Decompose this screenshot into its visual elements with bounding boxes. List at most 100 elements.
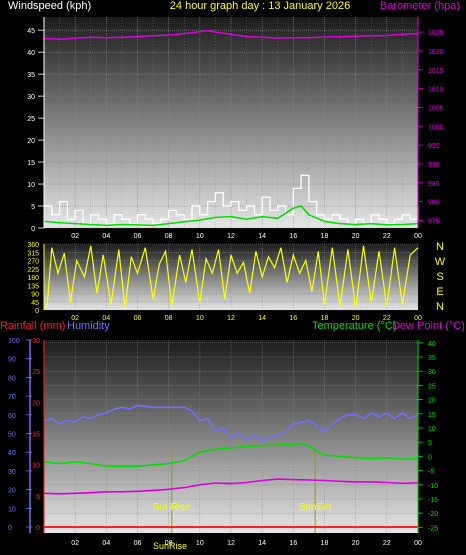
hour-tick-label: 20 (352, 233, 360, 240)
windspeed-tick-label: 25 (27, 116, 35, 123)
rainfall-tick-label: 30 (32, 338, 40, 345)
hour-tick-label: 14 (258, 540, 266, 547)
compass-label: N (436, 301, 444, 313)
humidity-tick-label: 40 (8, 450, 16, 457)
series-temperature (43, 442, 419, 468)
temp-panel-series (43, 404, 419, 528)
hour-tick-label: 06 (134, 540, 142, 547)
hour-tick-label: 12 (227, 540, 235, 547)
direction-tick-label: 90 (31, 292, 39, 299)
humidity-tick-label: 100 (8, 338, 20, 345)
hour-tick-label: 04 (102, 315, 110, 322)
hour-tick-label: 02 (71, 540, 79, 547)
humidity-tick-label: 50 (8, 432, 16, 439)
hour-tick-label: 00 (414, 233, 422, 240)
barometer-tick-label: 990 (428, 162, 440, 169)
series-wind-direction (46, 245, 419, 309)
barometer-tick-label: 1025 (428, 30, 444, 37)
hour-tick-label: 04 (102, 540, 110, 547)
wind-panel-axes: 0510152025303540459759809859909951000100… (27, 17, 444, 240)
barometer-tick-label: 1015 (428, 68, 444, 75)
hour-tick-label: 22 (383, 315, 391, 322)
series-dew-point (43, 478, 419, 495)
humidity-tick-label: 10 (8, 506, 16, 513)
hour-tick-label: 14 (258, 315, 266, 322)
bottom-sunrise-label: SunRise (153, 541, 187, 551)
direction-tick-label: 0 (35, 308, 39, 315)
humidity-tick-label: 20 (8, 488, 16, 495)
hour-tick-label: 04 (102, 233, 110, 240)
compass-label: N (436, 241, 444, 253)
series-wind-avg (43, 205, 419, 227)
wind-panel-series (43, 29, 419, 227)
humidity-tick-label: 30 (8, 469, 16, 476)
rainfall-tick-label: 15 (32, 432, 40, 439)
humidity-tick-label: 60 (8, 413, 16, 420)
series-wind-speed (44, 174, 419, 225)
temperature-tick-label: 5 (428, 440, 432, 447)
hour-tick-label: 20 (352, 315, 360, 322)
sun-markers (171, 450, 316, 533)
barometer-tick-label: 1020 (428, 49, 444, 56)
temperature-tick-label: 35 (428, 355, 436, 362)
temperature-tick-label: -15 (428, 497, 438, 504)
rainfall-tick-label: 10 (32, 463, 40, 470)
direction-tick-label: 225 (27, 267, 39, 274)
hour-tick-label: 20 (352, 540, 360, 547)
barometer-tick-label: 975 (428, 218, 440, 225)
temp-panel-axes: -25 -20 -15 -10 -5 0 5 10 15 20 25 30 35 40 0 10 20 30 40 5… (8, 338, 438, 547)
barometer-title: Barometer (hpa) (380, 0, 460, 12)
rainfall-tick-label: 25 (32, 369, 40, 376)
windspeed-tick-label: 5 (31, 204, 35, 211)
hour-tick-label: 22 (383, 233, 391, 240)
compass-label: W (435, 256, 446, 268)
direction-tick-label: 45 (31, 300, 39, 307)
temperature-tick-label: 0 (428, 454, 432, 461)
direction-tick-label: 270 (27, 259, 39, 266)
temperature-tick-label: -20 (428, 511, 438, 518)
windspeed-title: Windspeed (kph) (8, 0, 91, 12)
hour-tick-label: 10 (196, 540, 204, 547)
hour-tick-label: 22 (383, 540, 391, 547)
windspeed-tick-label: 20 (27, 138, 35, 145)
temperature-tick-label: 40 (428, 341, 436, 348)
hour-tick-label: 18 (321, 233, 329, 240)
direction-tick-label: 360 (27, 242, 39, 249)
rainfall-tick-label: 5 (36, 494, 40, 501)
barometer-tick-label: 1000 (428, 124, 444, 131)
hour-tick-label: 08 (165, 540, 173, 547)
hour-tick-label: 06 (134, 233, 142, 240)
barometer-tick-label: 995 (428, 143, 440, 150)
humidity-tick-label: 80 (8, 375, 16, 382)
hour-tick-label: 16 (289, 233, 297, 240)
hour-tick-label: 10 (196, 315, 204, 322)
windspeed-tick-label: 30 (27, 94, 35, 101)
wind-panel-background (44, 17, 418, 228)
barometer-tick-label: 985 (428, 181, 440, 188)
series-humidity (43, 404, 419, 443)
temperature-tick-label: 20 (428, 398, 436, 405)
hour-tick-label: 10 (196, 233, 204, 240)
direction-tick-label: 135 (27, 283, 39, 290)
windspeed-tick-label: 0 (31, 226, 35, 233)
temperature-tick-label: -5 (428, 469, 434, 476)
barometer-tick-label: 1010 (428, 87, 444, 94)
rainfall-tick-label: 0 (36, 525, 40, 532)
windspeed-tick-label: 10 (27, 182, 35, 189)
graph-day-title: 24 hour graph day : 13 January 2026 (170, 0, 350, 12)
rainfall-title: Rainfall (mm) (0, 320, 65, 332)
hour-tick-label: 00 (414, 315, 422, 322)
humidity-title: Humidity (67, 320, 110, 332)
temperature-tick-label: 10 (428, 426, 436, 433)
compass-label: E (436, 286, 443, 298)
hour-tick-label: 16 (289, 315, 297, 322)
humidity-tick-label: 0 (8, 525, 12, 532)
barometer-tick-label: 1005 (428, 105, 444, 112)
hour-tick-label: 02 (71, 315, 79, 322)
direction-panel-series (46, 245, 419, 309)
direction-tick-label: 180 (27, 275, 39, 282)
temperature-tick-label: 15 (428, 412, 436, 419)
hour-tick-label: 18 (321, 540, 329, 547)
